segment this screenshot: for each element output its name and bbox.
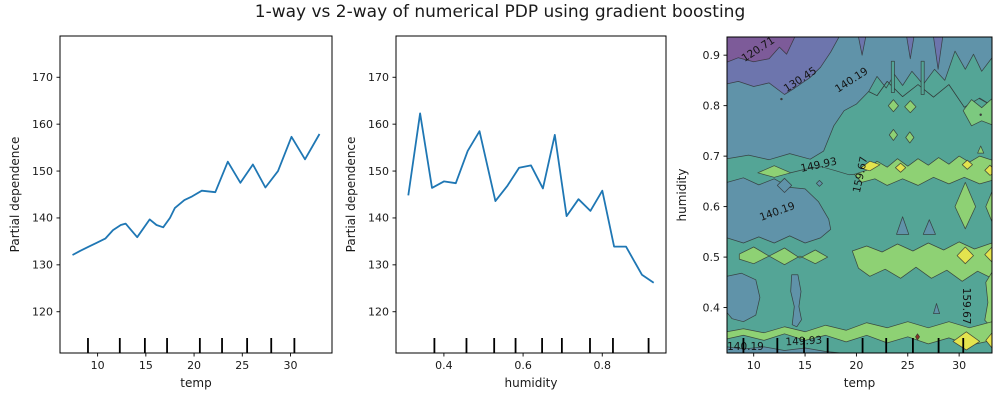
y-tick-label: 130 xyxy=(32,259,53,272)
y-tick-label: 150 xyxy=(368,165,389,178)
pdp-line xyxy=(72,133,321,256)
y-tick-label: 140 xyxy=(32,212,53,225)
y-tick-label: 160 xyxy=(368,118,389,131)
y-tick-label: 170 xyxy=(32,71,53,84)
y-axis-label: humidity xyxy=(675,169,689,222)
band-green-edge-right-078 xyxy=(962,98,992,127)
band-green-05-right xyxy=(851,241,992,282)
y-axis-label: Partial dependence xyxy=(8,137,22,253)
y-tick-label: 0.4 xyxy=(703,301,721,314)
y-tick-label: 150 xyxy=(32,165,53,178)
band-hourglass-blue xyxy=(790,274,802,328)
band-blue-tri-3 xyxy=(933,303,940,314)
x-tick-label: 10 xyxy=(747,359,761,372)
band-green-diamond-06 xyxy=(954,182,976,230)
y-axis-label: Partial dependence xyxy=(344,137,358,253)
pdp-humidity-plot: 0.4 0.6 0.8 120 130 140 150 160 170 humidity Parti… xyxy=(344,35,667,390)
band-blue-dot xyxy=(816,180,823,187)
band-violet-spike-3 xyxy=(933,37,944,70)
band-blue-tri-1 xyxy=(896,216,910,235)
band-green-edge-06 xyxy=(985,191,992,223)
pdp-temp-plot: 10 15 20 25 30 120 130 140 150 160 170 temp Partial … xyxy=(8,35,333,390)
x-tick-label: 10 xyxy=(91,359,105,372)
band-green-05-left xyxy=(738,246,829,266)
x-axis-label: temp xyxy=(844,376,875,390)
band-green-tri-right xyxy=(977,145,985,154)
band-midleft-blue-blob xyxy=(727,177,832,244)
x-axis-label: humidity xyxy=(505,376,558,390)
x-tick-label: 25 xyxy=(901,359,915,372)
y-tick-label: 0.5 xyxy=(703,251,721,264)
x-tick-label: 30 xyxy=(284,359,298,372)
band-blue-diamond xyxy=(776,177,793,193)
band-yellow-dot-1 xyxy=(895,162,907,173)
band-bottomleft-blue-1 xyxy=(727,272,761,323)
y-tick-label: 0.7 xyxy=(703,150,721,163)
x-tick-label: 25 xyxy=(235,359,249,372)
contour-speck xyxy=(780,97,783,101)
y-tick-label: 130 xyxy=(368,259,389,272)
x-tick-label: 0.4 xyxy=(435,359,453,372)
contour-label: 140.19 xyxy=(727,341,764,353)
x-tick-label: 20 xyxy=(187,359,201,372)
x-tick-label: 0.6 xyxy=(514,359,532,372)
contour-label: 159.67 xyxy=(960,288,972,325)
x-tick-label: 0.8 xyxy=(594,359,612,372)
band-green-diamond-tr-2 xyxy=(904,100,917,114)
band-yellow-dot-3 xyxy=(984,164,992,176)
band-green-diamond-tr-4 xyxy=(905,131,915,144)
band-yellow-diamond-bottom xyxy=(952,331,981,351)
band-green-067 xyxy=(854,155,992,186)
y-tick-label: 140 xyxy=(368,212,389,225)
band-yellow-edge-bottom xyxy=(985,332,992,349)
band-blue-tri-2 xyxy=(922,219,936,235)
contour-line-14993-left xyxy=(790,166,855,176)
band-green-diamond-tr-3 xyxy=(888,129,898,141)
band-needle-1 xyxy=(890,60,895,93)
y-tick-label: 170 xyxy=(368,71,389,84)
x-tick-label: 15 xyxy=(798,359,812,372)
band-yellow-edge-05 xyxy=(984,246,992,263)
band-green-diamond-tr-1 xyxy=(887,99,899,113)
axes-frame xyxy=(726,36,993,354)
y-tick-label: 120 xyxy=(32,305,53,318)
band-upper-right-teal xyxy=(868,50,992,108)
band-red-dot xyxy=(915,333,920,341)
band-purple xyxy=(727,37,796,63)
band-violet-spike-1 xyxy=(858,37,867,56)
band-bottom-green-strip xyxy=(727,321,992,346)
band-yellow-diamond-05 xyxy=(956,246,974,265)
band-yellow-dot-2 xyxy=(961,159,973,170)
band-needle-2 xyxy=(920,60,925,95)
band-bottomleft-blue-wedge xyxy=(727,346,842,353)
y-tick-label: 0.6 xyxy=(703,200,721,213)
y-tick-label: 120 xyxy=(368,305,389,318)
x-tick-label: 20 xyxy=(849,359,863,372)
contour-speck xyxy=(979,113,982,116)
band-yellow-lens xyxy=(860,160,881,172)
axes-frame xyxy=(395,35,667,354)
pdp-line xyxy=(407,112,655,284)
axes-frame xyxy=(59,35,333,354)
y-tick-label: 160 xyxy=(32,118,53,131)
x-tick-label: 15 xyxy=(139,359,153,372)
figure-title: 1-way vs 2-way of numerical PDP using gr… xyxy=(254,2,746,22)
band-violet-spike-2 xyxy=(906,37,915,60)
y-tick-label: 0.9 xyxy=(703,49,721,62)
x-tick-label: 30 xyxy=(952,359,966,372)
y-tick-label: 0.8 xyxy=(703,99,721,112)
x-axis-label: temp xyxy=(180,376,211,390)
band-green-edge-right-04 xyxy=(984,271,992,329)
